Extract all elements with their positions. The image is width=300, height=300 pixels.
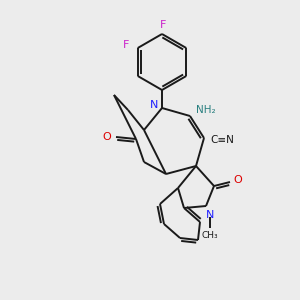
Text: N: N xyxy=(150,100,158,110)
Text: N: N xyxy=(206,210,214,220)
Text: O: O xyxy=(234,175,242,185)
Text: CH₃: CH₃ xyxy=(202,230,218,239)
Text: F: F xyxy=(123,40,129,50)
Text: C≡N: C≡N xyxy=(210,135,234,145)
Text: O: O xyxy=(103,132,111,142)
Text: F: F xyxy=(160,20,166,30)
Text: NH₂: NH₂ xyxy=(196,105,216,115)
